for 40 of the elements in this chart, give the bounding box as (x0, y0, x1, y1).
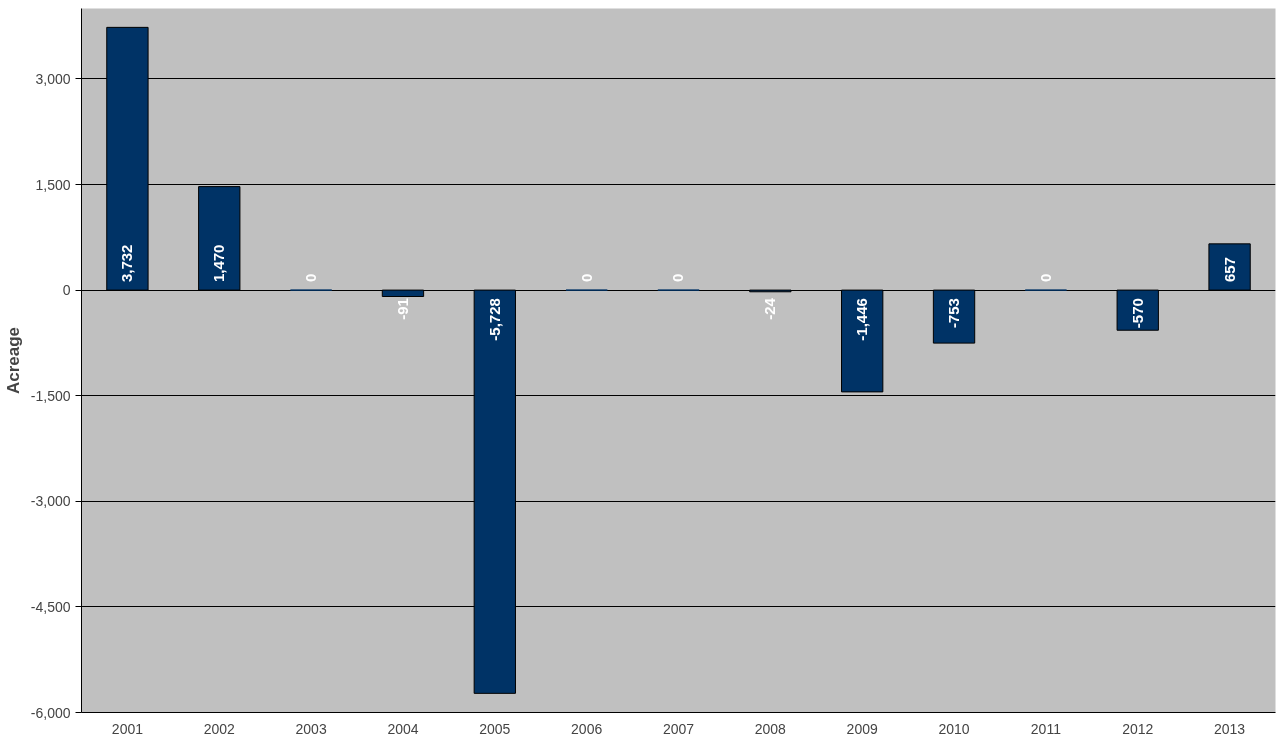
data-label: 0 (302, 273, 320, 283)
x-tick-label: 2006 (571, 720, 603, 737)
bar (841, 289, 884, 393)
x-tick-label: 2003 (295, 720, 327, 737)
data-label: 0 (669, 273, 687, 283)
x-tick-label: 2002 (203, 720, 236, 737)
data-label: 3,732 (118, 244, 136, 283)
bar (198, 186, 241, 291)
data-label: -5,728 (485, 298, 503, 341)
data-label: 0 (577, 273, 595, 283)
data-label: -570 (1128, 298, 1146, 329)
x-tick-label: 2010 (938, 720, 970, 737)
y-axis-title: Acreage (3, 326, 23, 395)
data-label: 0 (1036, 273, 1054, 283)
x-tick-label: 2001 (111, 720, 144, 737)
data-label: 657 (1220, 257, 1238, 283)
bar (1208, 243, 1251, 291)
y-tick-label: 1,500 (35, 176, 71, 193)
bar (1116, 289, 1159, 331)
data-label: -753 (945, 298, 963, 329)
bar (932, 289, 976, 344)
y-tick-label: 0 (62, 282, 71, 299)
x-tick-label: 2012 (1122, 720, 1154, 737)
x-tick-label: 2011 (1030, 720, 1062, 737)
y-tick-label: -3,000 (30, 493, 71, 510)
data-label: -91 (393, 298, 411, 320)
x-tick-label: 2013 (1214, 720, 1246, 737)
x-tick-label: 2009 (846, 720, 878, 737)
data-label: -24 (761, 297, 779, 320)
y-tick-label: -1,500 (30, 387, 71, 404)
y-tick-label: -4,500 (30, 598, 71, 615)
data-label: -1,446 (853, 298, 871, 341)
x-tick-label: 2005 (479, 720, 511, 737)
bar (381, 289, 425, 298)
x-tick-label: 2007 (662, 720, 695, 737)
x-tick-label: 2008 (754, 720, 787, 737)
y-tick-label: -6,000 (30, 704, 71, 721)
y-tick-label: 3,000 (35, 70, 71, 87)
data-label: 1,470 (210, 244, 228, 283)
x-tick-label: 2004 (387, 720, 419, 737)
